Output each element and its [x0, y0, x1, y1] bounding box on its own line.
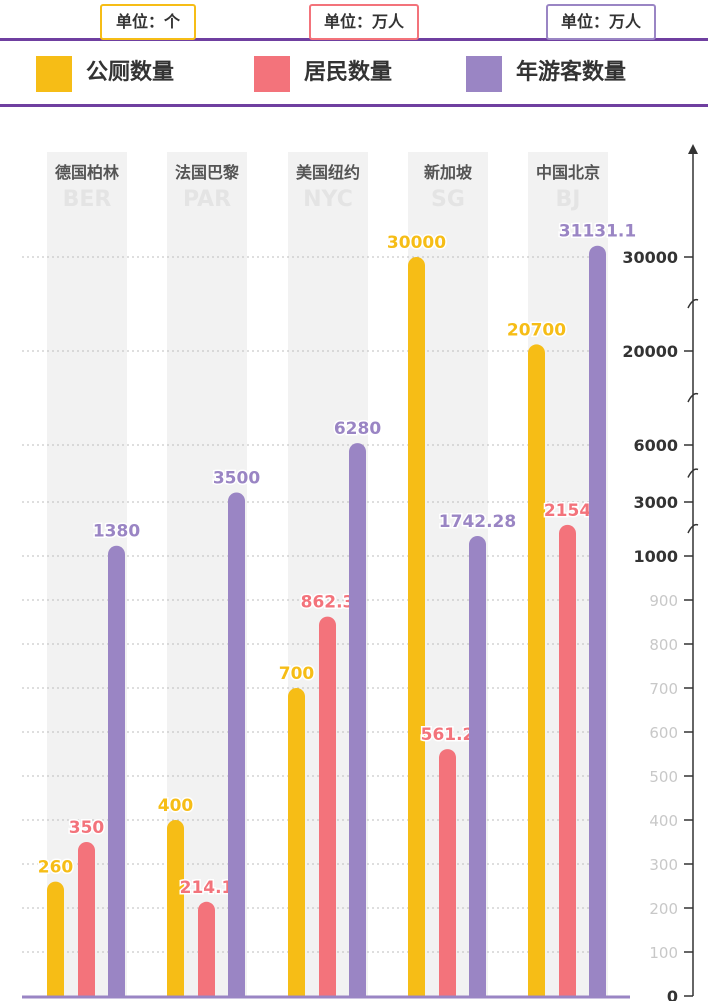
category-label: 中国北京 [536, 163, 600, 182]
bar [408, 257, 425, 996]
bar [528, 344, 545, 996]
bar [228, 492, 245, 996]
y-tick-label: 900 [649, 592, 678, 610]
data-label: 2154 [544, 501, 591, 521]
legend-swatch-tourists [466, 56, 502, 92]
data-label: 1380 [93, 522, 140, 542]
y-tick-label: 300 [649, 856, 678, 874]
y-tick-label: 1000 [633, 547, 678, 566]
category-code: NYC [303, 187, 353, 212]
y-tick-label: 6000 [633, 436, 678, 455]
data-label: 1742.28 [439, 512, 516, 532]
legend-bottom-rule [0, 104, 708, 107]
y-tick-label: 600 [649, 724, 678, 742]
y-tick-label: 0 [667, 987, 678, 1001]
bar [288, 688, 305, 996]
data-label: 700 [279, 664, 315, 684]
category-code: SG [431, 187, 465, 212]
y-tick-label: 500 [649, 768, 678, 786]
data-label: 214.1 [180, 878, 234, 898]
y-tick-label: 20000 [622, 342, 678, 361]
legend-label-residents: 居民数量 [304, 60, 393, 85]
data-label: 350 [69, 818, 105, 838]
bar [198, 901, 215, 996]
legend-label-toilets: 公厕数量 [86, 60, 175, 85]
bar [108, 545, 125, 996]
y-tick-label: 3000 [633, 493, 678, 512]
bar [167, 820, 184, 996]
y-tick-label: 100 [649, 944, 678, 962]
data-label: 20700 [507, 320, 566, 340]
axis-break-mark [687, 392, 699, 403]
bar [469, 535, 486, 996]
axis-break-mark [687, 298, 699, 309]
y-tick-label: 700 [649, 680, 678, 698]
category-label: 法国巴黎 [175, 163, 239, 182]
legend-swatch-toilets [36, 56, 72, 92]
category-label: 德国柏林 [55, 163, 119, 182]
axis-break-mark [687, 468, 699, 478]
axis-break-mark [687, 523, 699, 534]
y-tick-label: 400 [649, 812, 678, 830]
y-axis-arrow [688, 144, 698, 154]
y-tick-label: 30000 [622, 248, 678, 267]
bar [349, 443, 366, 997]
bar [589, 245, 606, 997]
y-tick-label: 200 [649, 900, 678, 918]
data-label: 3500 [213, 469, 260, 489]
unit-label-residents: 单位：万人 [309, 4, 419, 40]
data-label: 862.3 [301, 593, 355, 613]
category-label: 美国纽约 [296, 163, 360, 182]
bar [47, 881, 64, 996]
category-code: PAR [183, 187, 231, 212]
data-label: 31131.1 [559, 222, 636, 242]
category-label: 新加坡 [424, 163, 473, 182]
unit-label-toilets: 单位：个 [100, 4, 196, 40]
data-label: 260 [38, 858, 74, 878]
bar [319, 616, 336, 996]
y-tick-label: 800 [649, 636, 678, 654]
unit-label-tourists: 单位：万人 [546, 4, 656, 40]
bar [439, 749, 456, 996]
data-label: 30000 [387, 233, 446, 253]
legend-swatch-residents [254, 56, 290, 92]
data-label: 6280 [334, 419, 381, 439]
data-label: 561.2 [421, 725, 475, 745]
data-label: 400 [158, 796, 194, 816]
legend-band: 单位：个 单位：万人 单位：万人 公厕数量 居民数量 年游客数量 [0, 0, 708, 112]
bar [559, 524, 576, 996]
bar [78, 842, 95, 996]
legend-label-tourists: 年游客数量 [516, 60, 627, 85]
bar-chart: 德国柏林 BER 法国巴黎 PAR 美国纽约 NYC 新加坡 SG 中国北京 BJ 260 400 70… [22, 144, 699, 1001]
category-code: BER [63, 187, 112, 212]
category-code: BJ [556, 187, 581, 212]
